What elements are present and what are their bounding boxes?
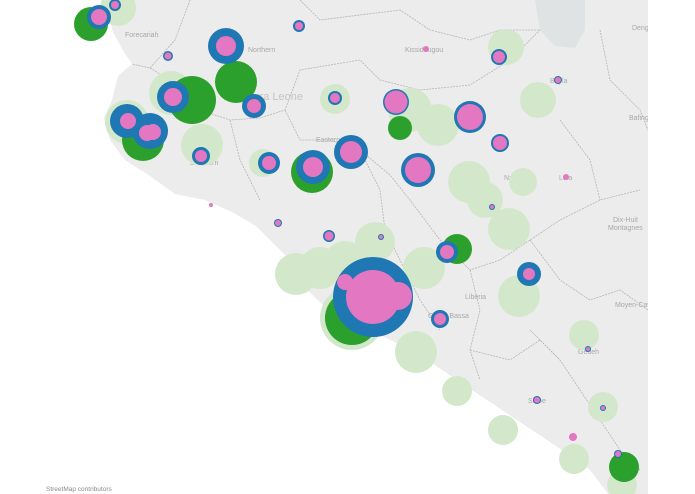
bubble-pink[interactable] bbox=[330, 93, 340, 103]
bubble-light[interactable] bbox=[509, 168, 537, 196]
bubble-pink[interactable] bbox=[324, 231, 334, 241]
bubble-pink[interactable] bbox=[262, 156, 276, 170]
bubble-pink[interactable] bbox=[601, 406, 605, 410]
bubble-pink[interactable] bbox=[91, 9, 107, 25]
label-northern: Northern bbox=[248, 47, 275, 54]
bubble-pink[interactable] bbox=[586, 347, 590, 351]
bubble-pink[interactable] bbox=[111, 1, 119, 9]
bubble-pink[interactable] bbox=[295, 22, 303, 30]
bubble-light[interactable] bbox=[395, 331, 437, 373]
bubble-layer bbox=[74, 0, 639, 494]
bubble-light[interactable] bbox=[488, 208, 530, 250]
label-eastern: Eastern bbox=[316, 137, 340, 144]
bubble-pink[interactable] bbox=[493, 136, 507, 150]
label-moyen-cavally: Moyen-Cavally bbox=[615, 302, 662, 309]
map-attribution: StreetMap contributors bbox=[46, 486, 112, 493]
inland-water bbox=[535, 0, 585, 48]
bubble-pink[interactable] bbox=[145, 124, 161, 140]
label-bafing: Bafing bbox=[629, 115, 649, 122]
bubble-pink[interactable] bbox=[384, 90, 408, 114]
bubble-pink[interactable] bbox=[379, 235, 383, 239]
bubble-light[interactable] bbox=[403, 247, 445, 289]
bubble-green[interactable] bbox=[609, 452, 639, 482]
label-grand-gedeh: Gedeh bbox=[578, 349, 599, 356]
bubble-light[interactable] bbox=[355, 222, 395, 262]
bubble-pink[interactable] bbox=[216, 36, 236, 56]
label-liberia: Liberia bbox=[465, 294, 486, 301]
bubble-pink[interactable] bbox=[247, 99, 261, 113]
bubble-pink[interactable] bbox=[490, 205, 494, 209]
bubble-pink[interactable] bbox=[569, 433, 577, 441]
bubble-pink[interactable] bbox=[405, 157, 431, 183]
bubble-pink[interactable] bbox=[440, 245, 454, 259]
bubble-pink[interactable] bbox=[164, 52, 172, 60]
bubble-green[interactable] bbox=[215, 61, 257, 103]
bubble-light[interactable] bbox=[559, 444, 589, 474]
bubble-pink[interactable] bbox=[534, 397, 540, 403]
bubble-light[interactable] bbox=[569, 320, 599, 350]
bubble-pink[interactable] bbox=[563, 174, 569, 180]
bubble-pink[interactable] bbox=[434, 313, 446, 325]
bubble-pink[interactable] bbox=[303, 157, 323, 177]
bubble-pink[interactable] bbox=[120, 113, 136, 129]
bubble-pink[interactable] bbox=[615, 451, 621, 457]
bubble-pink[interactable] bbox=[384, 282, 412, 310]
bubble-light[interactable] bbox=[442, 376, 472, 406]
label-forecariah: Forecariah bbox=[125, 32, 159, 39]
bubble-pink[interactable] bbox=[346, 270, 400, 324]
bubble-pink[interactable] bbox=[340, 141, 362, 163]
label-montagnes: Montagnes bbox=[608, 225, 643, 232]
bubble-pink[interactable] bbox=[337, 274, 353, 290]
bubble-pink[interactable] bbox=[423, 46, 429, 52]
label-denguele: Deng bbox=[632, 25, 649, 32]
bubble-light[interactable] bbox=[520, 82, 556, 118]
bubble-pink[interactable] bbox=[523, 268, 535, 280]
bubble-pink[interactable] bbox=[457, 104, 483, 130]
bubble-light[interactable] bbox=[181, 124, 223, 166]
right-margin bbox=[648, 0, 695, 494]
label-dix-huit: Dix-Huit bbox=[613, 217, 638, 224]
bubble-pink[interactable] bbox=[209, 203, 213, 207]
bubble-green[interactable] bbox=[388, 116, 412, 140]
bubble-pink[interactable] bbox=[555, 77, 561, 83]
bubble-pink[interactable] bbox=[493, 51, 505, 63]
bubble-light[interactable] bbox=[417, 104, 459, 146]
bubble-pink[interactable] bbox=[164, 88, 182, 106]
bubble-light[interactable] bbox=[488, 415, 518, 445]
bubble-pink[interactable] bbox=[195, 150, 207, 162]
bubble-pink[interactable] bbox=[275, 220, 281, 226]
